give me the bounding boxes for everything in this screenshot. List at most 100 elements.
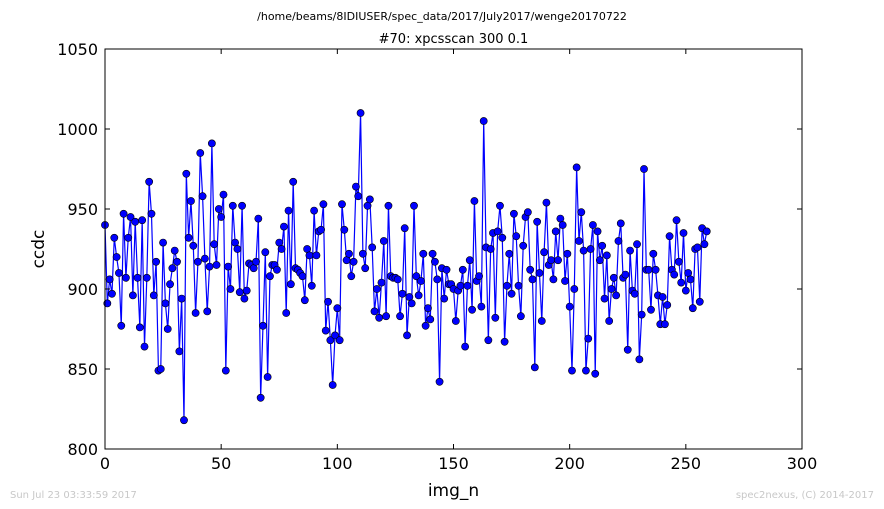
data-point <box>419 249 428 258</box>
data-point <box>312 251 321 260</box>
data-point <box>375 313 384 322</box>
data-point <box>358 249 367 258</box>
x-tick-label: 200 <box>554 454 585 473</box>
data-point <box>516 312 525 321</box>
data-point <box>523 208 532 217</box>
data-point <box>663 301 672 309</box>
data-point <box>412 272 421 281</box>
data-point <box>228 201 237 210</box>
data-point <box>640 165 648 173</box>
data-point <box>122 273 130 282</box>
data-point <box>277 245 286 253</box>
data-point <box>570 285 579 293</box>
data-point <box>298 272 307 281</box>
data-point <box>686 275 695 284</box>
data-point <box>207 139 216 148</box>
data-point <box>384 201 393 210</box>
data-point <box>187 197 195 205</box>
axes-layer: 0 50 100 150 200 250 300 800 850 900 950 1000 1050 <box>57 40 817 473</box>
data-point <box>242 286 251 295</box>
data-point <box>372 285 381 293</box>
data-point <box>612 291 621 300</box>
data-point <box>433 275 442 284</box>
y-tick-label: 850 <box>67 360 98 379</box>
data-point <box>142 273 151 282</box>
data-point <box>170 246 179 255</box>
data-point <box>451 317 460 325</box>
data-point <box>410 201 418 210</box>
data-point <box>147 209 156 218</box>
data-point <box>600 294 609 303</box>
data-point <box>505 249 514 258</box>
data-point <box>345 249 353 258</box>
data-point <box>168 264 177 273</box>
x-tick-label: 300 <box>787 454 818 473</box>
data-point <box>224 262 233 271</box>
data-point <box>503 281 511 290</box>
data-point <box>135 323 144 332</box>
data-point <box>577 208 586 217</box>
data-point <box>259 321 267 330</box>
x-axis-label: img_n <box>428 481 479 501</box>
data-point <box>191 309 200 317</box>
footer-timestamp: Sun Jul 23 03:33:59 2017 <box>10 490 137 501</box>
data-point <box>289 177 298 186</box>
data-point <box>184 233 193 242</box>
data-point <box>465 256 474 265</box>
data-point <box>491 313 500 322</box>
data-point <box>512 232 521 241</box>
data-point <box>463 281 472 290</box>
data-point <box>305 251 314 260</box>
data-point <box>279 222 288 231</box>
data-point <box>519 241 528 250</box>
data-point <box>286 280 295 289</box>
data-point <box>256 393 265 402</box>
data-point <box>621 270 630 279</box>
data-point <box>426 315 435 324</box>
data-point <box>393 275 402 284</box>
data-point <box>349 257 358 266</box>
data-point <box>110 233 119 242</box>
data-point <box>528 275 537 284</box>
data-point <box>377 278 386 287</box>
data-point <box>273 265 281 274</box>
data-point <box>347 272 356 281</box>
data-point <box>403 331 411 340</box>
data-point <box>335 336 344 345</box>
x-tick-label: 150 <box>438 454 469 473</box>
data-point <box>254 214 263 223</box>
data-point <box>175 347 184 356</box>
data-point <box>203 307 212 316</box>
data-point <box>470 197 479 205</box>
data-point <box>677 278 686 287</box>
data-point <box>156 365 165 373</box>
data-point <box>702 227 711 236</box>
data-point <box>131 217 140 226</box>
data-point <box>500 337 509 346</box>
file-path-header: /home/beams/8IDIUSER/spec_data/2017/July… <box>257 10 627 23</box>
plot-series-layer <box>101 109 711 425</box>
data-point <box>542 198 551 207</box>
data-point <box>428 249 437 258</box>
data-point <box>435 377 444 386</box>
data-point <box>514 281 523 290</box>
data-point <box>421 321 430 330</box>
data-point <box>398 289 407 298</box>
data-point <box>326 336 335 345</box>
data-point <box>221 366 230 375</box>
data-point <box>633 240 641 249</box>
data-point <box>537 317 546 325</box>
data-point <box>196 149 205 157</box>
data-point <box>115 269 123 277</box>
data-point <box>533 217 542 226</box>
data-point <box>235 288 244 297</box>
data-point <box>138 216 147 225</box>
data-point <box>352 182 360 191</box>
data-point <box>166 280 174 289</box>
data-point <box>133 273 142 282</box>
data-point <box>219 190 228 199</box>
data-point <box>589 221 597 229</box>
data-point <box>681 286 690 295</box>
data-point <box>180 416 188 425</box>
